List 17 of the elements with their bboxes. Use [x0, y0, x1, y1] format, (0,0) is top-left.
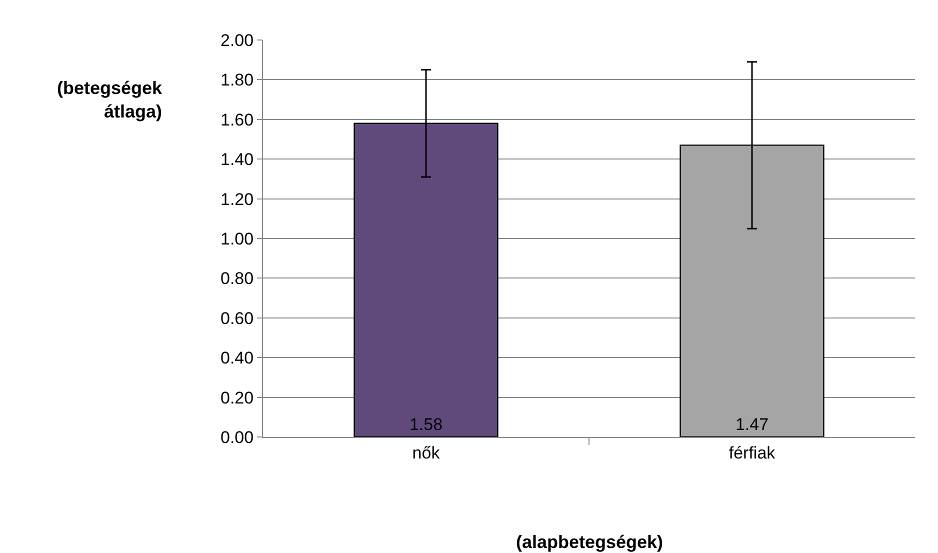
x-tick-label: férfiak: [728, 443, 776, 462]
y-tick-label: 0.40: [220, 348, 254, 368]
data-label: 1.58: [409, 415, 443, 434]
y-tick-label: 0.00: [220, 428, 254, 447]
y-tick-label: 2.00: [220, 30, 254, 50]
y-tick-label: 1.40: [220, 150, 254, 170]
y-axis-title: (betegségek átlaga): [57, 78, 164, 122]
y-tick-label: 1.20: [220, 190, 254, 209]
x-axis-title: (alapbetegségek): [516, 532, 664, 552]
y-tick-label: 0.60: [220, 308, 254, 328]
y-tick-label: 1.00: [220, 229, 254, 248]
y-tick-label: 0.80: [220, 269, 254, 288]
y-tick-label: 1.60: [220, 110, 254, 130]
data-label: 1.47: [735, 415, 769, 434]
x-tick-label: nők: [412, 443, 440, 462]
y-tick-label: 1.80: [220, 70, 254, 90]
y-tick-label: 0.20: [220, 388, 254, 408]
